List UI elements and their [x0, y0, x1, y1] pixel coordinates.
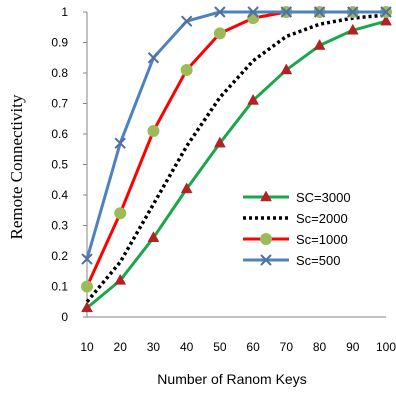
- y-tick-label: 0.6: [51, 127, 68, 141]
- legend-label: Sc=1000: [296, 232, 348, 247]
- x-tick-label: 40: [180, 340, 194, 354]
- data-point: [148, 125, 159, 136]
- data-point: [181, 64, 192, 75]
- y-tick-label: 0.5: [51, 158, 68, 172]
- y-axis-title: Remote Connectivity: [7, 94, 26, 239]
- y-tick-label: 1: [61, 5, 68, 19]
- legend-item: Sc=1000: [243, 232, 348, 247]
- series-SC=3000: [82, 15, 392, 312]
- y-tick-label: 0.4: [51, 188, 68, 202]
- x-tick-label: 70: [280, 340, 294, 354]
- data-point: [115, 208, 126, 219]
- tick-labels: 0 0.1 0.2 0.3 0.4 0.5 0.6 0.7 0.8 0.9 1 10 20 30 40 50 6…: [51, 5, 396, 354]
- x-tick-label: 30: [147, 340, 161, 354]
- x-axis-title: Number of Ranom Keys: [157, 371, 306, 387]
- legend-label: SC=3000: [296, 190, 351, 205]
- series-line: [87, 21, 386, 308]
- data-point: [214, 28, 225, 39]
- x-tick-label: 80: [313, 340, 327, 354]
- legend-marker: [261, 234, 272, 245]
- legend-label: Sc=500: [296, 253, 340, 268]
- y-tick-label: 0.8: [51, 66, 68, 80]
- x-tick-label: 90: [346, 340, 360, 354]
- legend-item: Sc=500: [243, 253, 340, 268]
- series-line: [87, 15, 386, 302]
- y-tick-label: 0: [61, 310, 68, 324]
- data-point: [248, 13, 259, 24]
- legend: SC=3000 Sc=2000 Sc=1000 Sc=500: [243, 190, 351, 268]
- legend-item: SC=3000: [243, 190, 351, 205]
- y-tick-label: 0.2: [51, 249, 68, 263]
- series-Sc=2000: [87, 15, 386, 302]
- data-point: [82, 281, 93, 292]
- y-tick-label: 0.3: [51, 219, 68, 233]
- x-tick-label: 50: [213, 340, 227, 354]
- x-tick-label: 60: [246, 340, 260, 354]
- x-tick-label: 20: [114, 340, 128, 354]
- legend-item: Sc=2000: [243, 211, 348, 226]
- x-tick-label: 100: [376, 340, 396, 354]
- y-tick-label: 0.1: [51, 280, 68, 294]
- x-tick-label: 10: [80, 340, 94, 354]
- series-layer: [82, 7, 392, 312]
- y-tick-label: 0.7: [51, 97, 68, 111]
- y-tick-label: 0.9: [51, 36, 68, 50]
- legend-label: Sc=2000: [296, 211, 348, 226]
